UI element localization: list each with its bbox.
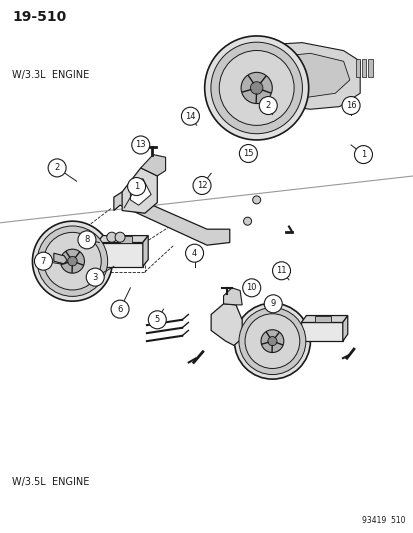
Text: 15: 15 [242,149,253,158]
Text: 10: 10 [246,284,256,292]
Circle shape [67,256,77,266]
Text: 93419  510: 93419 510 [362,516,405,525]
Circle shape [250,82,262,94]
Text: 13: 13 [135,141,146,149]
Circle shape [43,232,101,290]
Polygon shape [54,253,67,264]
Text: 2: 2 [55,164,59,172]
Circle shape [131,136,150,154]
Polygon shape [97,236,148,243]
Circle shape [115,232,125,242]
Circle shape [32,221,112,301]
Polygon shape [355,59,359,77]
Polygon shape [314,316,330,322]
Polygon shape [130,179,151,205]
Circle shape [252,196,260,204]
Polygon shape [301,322,342,341]
Polygon shape [342,316,347,341]
Circle shape [111,300,129,318]
Circle shape [260,330,283,352]
Text: 1: 1 [134,182,139,191]
Polygon shape [140,155,165,176]
Text: 6: 6 [117,305,122,313]
Circle shape [243,217,251,225]
Circle shape [244,314,299,368]
Text: 2: 2 [265,101,270,110]
Text: 19-510: 19-510 [12,10,66,24]
Circle shape [234,303,310,379]
Circle shape [263,295,282,313]
Text: 1: 1 [360,150,365,159]
Circle shape [242,279,260,297]
Polygon shape [368,59,372,77]
Circle shape [240,72,272,103]
Text: 7: 7 [41,257,46,265]
Text: W/3.5L  ENGINE: W/3.5L ENGINE [12,477,89,487]
Circle shape [127,177,145,196]
Polygon shape [114,192,229,245]
Polygon shape [233,53,349,99]
Polygon shape [223,43,359,109]
Text: 8: 8 [84,236,89,244]
Circle shape [107,232,116,242]
Circle shape [204,36,308,140]
Circle shape [239,144,257,163]
Text: 9: 9 [270,300,275,308]
Circle shape [34,252,52,270]
Circle shape [219,51,293,125]
Circle shape [86,268,104,286]
Polygon shape [97,243,142,266]
Circle shape [210,42,302,134]
Circle shape [267,336,276,346]
Text: 11: 11 [275,266,286,275]
Text: 12: 12 [196,181,207,190]
Circle shape [48,159,66,177]
Text: 4: 4 [192,249,197,257]
Polygon shape [361,59,366,77]
Text: 5: 5 [154,316,159,324]
Circle shape [192,176,211,195]
Polygon shape [223,288,242,305]
Text: 3: 3 [93,273,97,281]
Circle shape [37,226,107,296]
Circle shape [60,249,84,273]
Circle shape [181,107,199,125]
Circle shape [341,96,359,115]
Polygon shape [142,236,148,266]
Polygon shape [211,304,242,345]
Circle shape [148,311,166,329]
Circle shape [272,262,290,280]
Circle shape [185,244,203,262]
Circle shape [78,231,96,249]
Polygon shape [122,168,157,213]
Text: 14: 14 [185,112,195,120]
Circle shape [354,146,372,164]
Circle shape [259,96,277,115]
Polygon shape [120,236,132,243]
Polygon shape [301,316,347,322]
Text: W/3.3L  ENGINE: W/3.3L ENGINE [12,70,89,80]
Text: 16: 16 [345,101,356,110]
Circle shape [238,308,305,375]
